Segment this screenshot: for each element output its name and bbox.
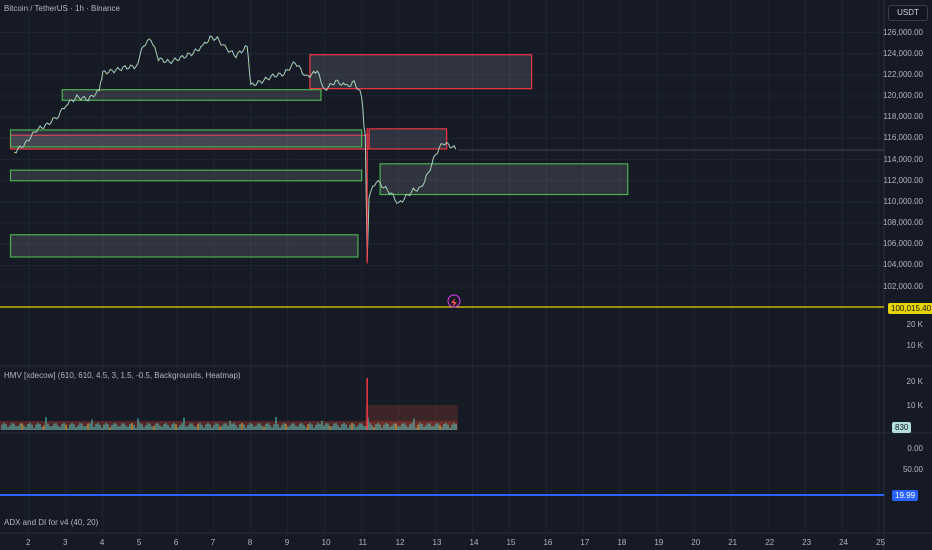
time-tick: 12 xyxy=(395,538,405,547)
chart-title: Bitcoin / TetherUS · 1h · Binance xyxy=(4,4,120,13)
hmv-title[interactable]: HMV [xdecow] (610, 610, 4.5, 3, 1.5, -0.… xyxy=(4,371,241,380)
time-tick: 7 xyxy=(210,538,216,547)
time-tick: 13 xyxy=(432,538,442,547)
time-tick: 19 xyxy=(654,538,664,547)
adx-current-badge: 19.99 xyxy=(892,490,919,501)
demand-zone-3 xyxy=(61,89,322,101)
time-tick: 20 xyxy=(691,538,701,547)
time-tick: 17 xyxy=(580,538,590,547)
price-tick: 112,000.00 xyxy=(883,175,923,185)
time-tick: 4 xyxy=(99,538,105,547)
zones-layer xyxy=(9,54,629,258)
price-tick: 122,000.00 xyxy=(882,69,923,79)
price-tick: 120,000.00 xyxy=(882,91,923,101)
price-tick: 106,000.00 xyxy=(882,239,923,249)
time-tick: 25 xyxy=(876,538,885,547)
adx-tick-50: 50.00 xyxy=(902,465,923,474)
time-tick: 2 xyxy=(26,538,31,547)
adx-title[interactable]: ADX and DI for v4 (40, 20) xyxy=(4,518,99,527)
time-tick: 14 xyxy=(469,538,479,547)
price-line-highlights xyxy=(14,35,457,262)
hmv-tick-10k: 10 K xyxy=(906,401,923,410)
lightning-bolt xyxy=(451,298,457,308)
hmv-band xyxy=(0,421,458,430)
supply-zone-0 xyxy=(309,54,533,90)
time-tick: 24 xyxy=(839,538,849,547)
time-tick: 8 xyxy=(247,538,253,547)
time-tick: 15 xyxy=(506,538,516,547)
hmv-current-badge: 830 xyxy=(892,422,912,433)
supply-zone-2 xyxy=(368,128,448,150)
time-tick: 9 xyxy=(284,538,290,547)
price-tick: 126,000.00 xyxy=(882,27,923,37)
time-tick: 5 xyxy=(136,538,142,547)
time-tick: 18 xyxy=(617,538,627,547)
price-tick: 110,000.00 xyxy=(883,196,923,206)
demand-zone-4 xyxy=(9,129,363,148)
hmv-heatmap xyxy=(0,378,458,430)
currency-button[interactable]: USDT xyxy=(888,5,928,21)
vol-tick-10k: 10 K xyxy=(906,341,923,350)
price-tick: 124,000.00 xyxy=(882,48,923,58)
price-tick: 108,000.00 xyxy=(882,218,923,228)
price-tick: 102,000.00 xyxy=(882,281,923,291)
demand-zone-5 xyxy=(9,169,363,182)
time-tick: 11 xyxy=(358,538,367,547)
time-tick: 22 xyxy=(765,538,775,547)
price-tick: 104,000.00 xyxy=(882,260,923,270)
hmv-tick-20k: 20 K xyxy=(906,377,923,386)
demand-zone-7 xyxy=(9,234,359,258)
time-tick: 3 xyxy=(62,538,68,547)
hline-price-badge: 100,015.40 xyxy=(888,303,932,314)
adx-tick-0: 0.00 xyxy=(907,444,923,453)
time-tick: 10 xyxy=(321,538,331,547)
price-tick: 116,000.00 xyxy=(883,133,923,143)
time-tick: 16 xyxy=(543,538,553,547)
time-tick: 21 xyxy=(728,538,738,547)
price-tick: 118,000.00 xyxy=(883,112,923,122)
price-tick: 114,000.00 xyxy=(883,154,923,164)
price-series xyxy=(14,35,884,264)
fixed-lines xyxy=(0,294,884,496)
demand-zone-6 xyxy=(379,163,629,196)
time-tick: 6 xyxy=(173,538,179,547)
vol-tick-20k: 20 K xyxy=(906,320,923,329)
time-tick: 23 xyxy=(802,538,812,547)
